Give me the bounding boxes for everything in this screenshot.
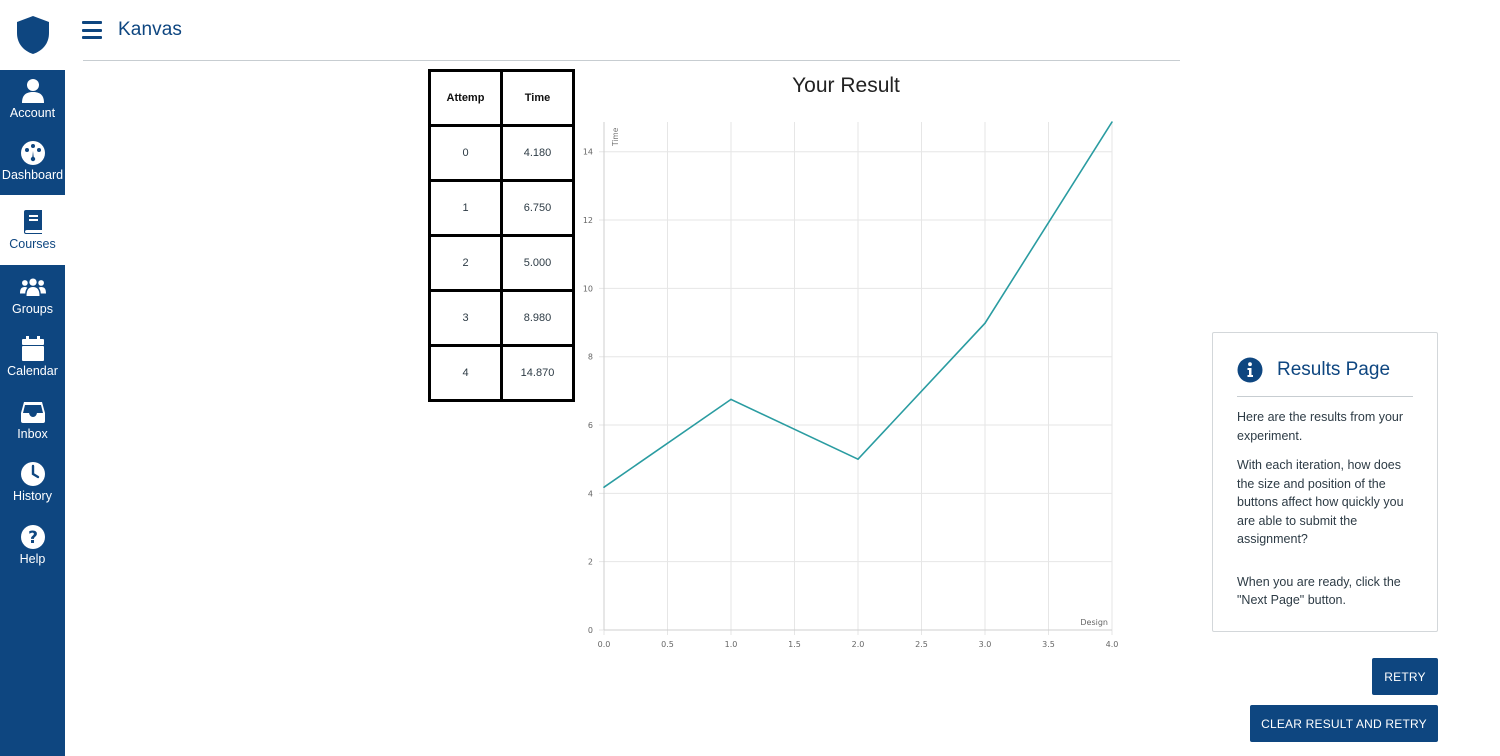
y-tick-label: 8 (588, 353, 593, 362)
nav-label-inbox: Inbox (17, 427, 48, 441)
nav-item-courses[interactable]: Courses (0, 195, 65, 265)
y-tick-label: 10 (583, 284, 593, 293)
y-tick-label: 2 (588, 558, 593, 567)
x-tick-label: 2.5 (915, 640, 928, 649)
logo[interactable] (0, 0, 65, 70)
nav-label-calendar: Calendar (7, 364, 58, 378)
table-row: 0 4.180 (428, 124, 575, 182)
help-icon: ? (20, 524, 46, 550)
line-chart: 0.0 0.5 1.0 1.5 2.0 2.5 3.0 3.5 4.0 0 2 4 6 8 10 12 14 Ti… (583, 121, 1119, 649)
y-tick-label: 6 (588, 421, 593, 430)
table-row: 4 14.870 (428, 344, 575, 402)
panel-text-question: With each iteration, how does the size a… (1237, 458, 1404, 546)
data-point (730, 398, 732, 401)
retry-button[interactable]: RETRY (1372, 658, 1438, 695)
x-tick-label: 1.5 (788, 640, 801, 649)
x-tick-label: 1.0 (725, 640, 738, 649)
table-row: 2 5.000 (428, 234, 575, 292)
nav-bar: Account Dashboard Courses Groups Calenda… (0, 70, 65, 756)
cell-time: 5.000 (500, 234, 575, 292)
dashboard-icon (20, 140, 46, 166)
cell-time: 8.980 (500, 289, 575, 347)
nav-label-account: Account (9, 106, 56, 120)
y-tick-label: 0 (588, 626, 593, 635)
shield-logo-icon (16, 16, 49, 54)
cell-attempt: 1 (428, 179, 503, 237)
cell-time: 6.750 (500, 179, 575, 237)
cell-attempt: 2 (428, 234, 503, 292)
nav-label-groups: Groups (12, 302, 53, 316)
data-point (857, 458, 859, 460)
global-nav: Account Dashboard Courses Groups Calenda… (0, 0, 65, 756)
y-tick-label: 4 (588, 489, 593, 498)
nav-item-calendar[interactable]: Calendar (0, 328, 65, 390)
x-tick-label: 0.5 (661, 640, 674, 649)
cell-attempt: 0 (428, 124, 503, 182)
data-point (603, 486, 605, 488)
table-row: 1 6.750 (428, 179, 575, 237)
nav-item-dashboard[interactable]: Dashboard (0, 132, 65, 194)
x-tick-label: 4.0 (1106, 640, 1119, 649)
nav-item-inbox[interactable]: Inbox (0, 391, 65, 453)
nav-label-courses: Courses (9, 237, 56, 251)
data-point (1111, 121, 1113, 123)
chart-title: Your Result (792, 74, 900, 97)
column-header-attempt: Attemp (428, 69, 503, 127)
clear-result-and-retry-button[interactable]: CLEAR RESULT AND RETRY (1250, 705, 1438, 742)
x-tick-label: 3.5 (1042, 640, 1055, 649)
results-info-panel: Results Page Here are the results from y… (1212, 332, 1438, 632)
nav-label-history: History (13, 489, 52, 503)
history-icon (20, 461, 46, 487)
cell-time: 4.180 (500, 124, 575, 182)
panel-header: Results Page (1237, 333, 1413, 397)
hamburger-menu-icon[interactable] (82, 21, 102, 39)
nav-item-groups[interactable]: Groups (0, 266, 65, 328)
info-icon (1237, 357, 1263, 382)
groups-icon (19, 274, 46, 300)
x-tick-label: 0.0 (598, 640, 611, 649)
x-tick-label: 2.0 (852, 640, 865, 649)
data-point (984, 322, 986, 325)
results-table: Attemp Time 0 4.180 1 6.750 2 5.000 3 8.… (428, 69, 575, 402)
svg-text:?: ? (28, 528, 38, 548)
column-header-time: Time (500, 69, 575, 127)
cell-attempt: 4 (428, 344, 503, 402)
nav-label-dashboard: Dashboard (1, 168, 64, 182)
cell-attempt: 3 (428, 289, 503, 347)
nav-item-history[interactable]: History (0, 453, 65, 515)
panel-title: Results Page (1277, 358, 1391, 380)
nav-item-account[interactable]: Account (0, 70, 65, 132)
cell-time: 14.870 (500, 344, 575, 402)
table-row: 3 8.980 (428, 289, 575, 347)
account-icon (20, 78, 46, 104)
calendar-icon (20, 336, 46, 362)
y-tick-label: 14 (583, 148, 593, 157)
header-divider (83, 60, 1180, 61)
table-header-row: Attemp Time (428, 69, 575, 127)
nav-item-help[interactable]: ? Help (0, 516, 65, 578)
x-tick-label: 3.0 (979, 640, 992, 649)
top-header: Kanvas (82, 14, 182, 46)
panel-text-intro: Here are the results from your experimen… (1237, 410, 1404, 443)
y-tick-label: 12 (583, 216, 593, 225)
x-axis-label: Design (1080, 618, 1108, 627)
nav-label-help: Help (19, 552, 46, 566)
courses-icon (20, 209, 46, 235)
inbox-icon (20, 399, 46, 425)
y-axis-label: Time (611, 127, 620, 147)
panel-text-next: When you are ready, click the "Next Page… (1237, 574, 1401, 608)
app-title: Kanvas (118, 19, 182, 40)
